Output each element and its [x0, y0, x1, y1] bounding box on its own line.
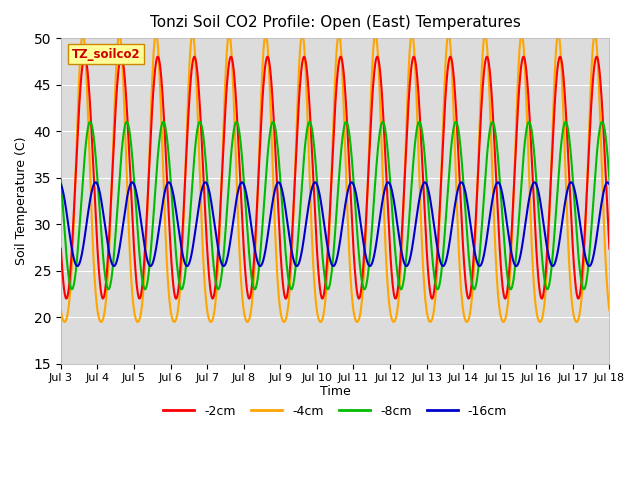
Text: TZ_soilco2: TZ_soilco2	[72, 48, 141, 61]
Legend: -2cm, -4cm, -8cm, -16cm: -2cm, -4cm, -8cm, -16cm	[158, 400, 512, 422]
X-axis label: Time: Time	[320, 385, 351, 398]
Y-axis label: Soil Temperature (C): Soil Temperature (C)	[15, 137, 28, 265]
Title: Tonzi Soil CO2 Profile: Open (East) Temperatures: Tonzi Soil CO2 Profile: Open (East) Temp…	[150, 15, 520, 30]
